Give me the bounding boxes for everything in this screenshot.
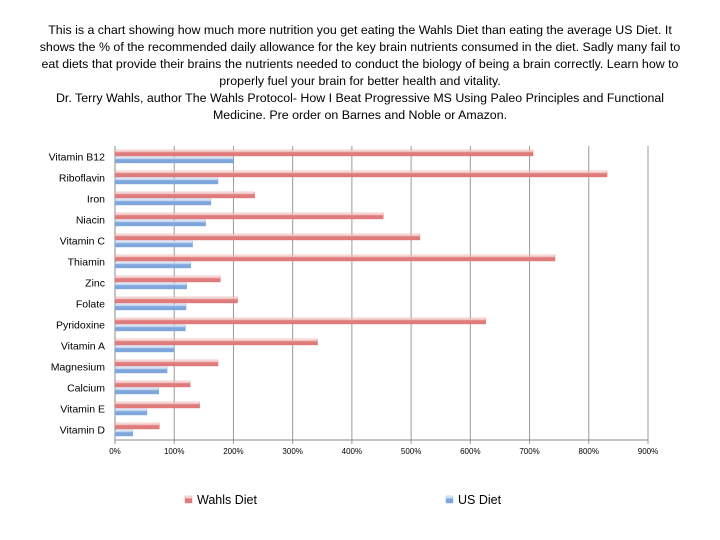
category-label: Vitamin D bbox=[60, 425, 106, 437]
bar-wahls bbox=[114, 212, 384, 220]
chart-caption: This is a chart showing how much more nu… bbox=[30, 22, 690, 124]
x-tick-label: 800% bbox=[579, 447, 599, 456]
bar-us bbox=[114, 282, 187, 290]
bar-us bbox=[114, 156, 234, 164]
x-tick-label: 0% bbox=[109, 447, 121, 456]
category-label: Magnesium bbox=[51, 362, 106, 374]
category-label: Folate bbox=[76, 299, 105, 311]
bar-wahls bbox=[114, 317, 486, 325]
bar-us bbox=[114, 219, 206, 227]
gridlines bbox=[114, 146, 649, 444]
bar-us bbox=[114, 408, 148, 416]
legend-swatch bbox=[184, 495, 193, 504]
legend-swatch bbox=[445, 495, 454, 504]
bars bbox=[114, 149, 608, 437]
bar-us bbox=[114, 345, 175, 353]
x-tick-label: 900% bbox=[638, 447, 658, 456]
category-labels: Vitamin B12 Riboflavin Iron Niacin Vitamin C… bbox=[49, 152, 106, 437]
legend-label: US Diet bbox=[458, 493, 502, 507]
x-tick-label: 400% bbox=[342, 447, 362, 456]
bar-us bbox=[114, 177, 219, 185]
x-tick-labels: 0% 100% 200% 300% 400% 500% 600% 700% 800% 900% bbox=[109, 447, 658, 456]
bar-wahls bbox=[114, 149, 534, 157]
bar-wahls bbox=[114, 254, 556, 262]
bar-wahls bbox=[114, 191, 255, 199]
bar-us bbox=[114, 366, 168, 374]
legend: Wahls Diet US Diet bbox=[184, 493, 502, 507]
bar-wahls bbox=[114, 296, 238, 304]
bar-wahls bbox=[114, 338, 318, 346]
bar-us bbox=[114, 198, 212, 206]
x-tick-label: 200% bbox=[223, 447, 243, 456]
category-label: Calcium bbox=[67, 383, 105, 395]
category-label: Vitamin C bbox=[60, 236, 106, 248]
category-label: Iron bbox=[87, 194, 105, 206]
bar-us bbox=[114, 429, 133, 437]
x-tick-label: 300% bbox=[282, 447, 302, 456]
caption-author: Dr. Terry Wahls, author The Wahls Protoc… bbox=[55, 91, 665, 122]
bar-us bbox=[114, 324, 186, 332]
category-label: Vitamin B12 bbox=[49, 152, 106, 164]
bar-wahls bbox=[114, 380, 191, 388]
category-label: Pyridoxine bbox=[56, 320, 105, 332]
x-tick-label: 100% bbox=[164, 447, 184, 456]
bar-wahls bbox=[114, 275, 221, 283]
legend-label: Wahls Diet bbox=[197, 493, 257, 507]
bar-us bbox=[114, 387, 160, 395]
bar-us bbox=[114, 240, 193, 248]
category-label: Zinc bbox=[85, 278, 105, 290]
x-tick-label: 600% bbox=[460, 447, 480, 456]
caption-paragraph: This is a chart showing how much more nu… bbox=[39, 23, 681, 88]
bar-us bbox=[114, 261, 192, 269]
bar-us bbox=[114, 303, 187, 311]
bar-wahls bbox=[114, 401, 200, 409]
category-label: Vitamin E bbox=[60, 404, 105, 416]
bar-wahls bbox=[114, 233, 421, 241]
bar-wahls bbox=[114, 422, 160, 430]
bar-wahls bbox=[114, 170, 608, 178]
category-label: Vitamin A bbox=[61, 341, 105, 353]
category-label: Niacin bbox=[76, 215, 105, 227]
category-label: Thiamin bbox=[68, 257, 106, 269]
bar-wahls bbox=[114, 359, 219, 367]
x-tick-label: 700% bbox=[519, 447, 539, 456]
category-label: Riboflavin bbox=[59, 173, 105, 185]
x-tick-label: 500% bbox=[401, 447, 421, 456]
